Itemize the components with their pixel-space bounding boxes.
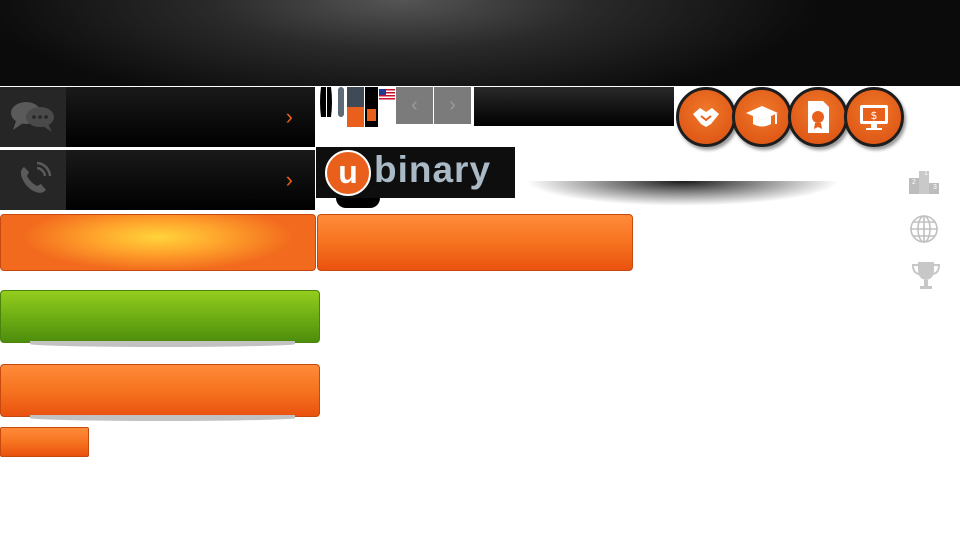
orange-button[interactable] bbox=[0, 364, 320, 417]
trophy-icon[interactable] bbox=[908, 260, 944, 292]
document-seal-icon[interactable] bbox=[788, 87, 848, 147]
logo-u-mark: u bbox=[325, 150, 371, 196]
podium-third-label: 3 bbox=[933, 184, 937, 191]
chevron-right-icon: › bbox=[449, 94, 456, 116]
call-us-tile[interactable]: › bbox=[0, 150, 315, 210]
monitor-dollar-icon[interactable]: $ bbox=[844, 87, 904, 147]
ubinary-logo[interactable]: u binary bbox=[316, 147, 515, 198]
chevron-left-icon: ‹ bbox=[411, 94, 418, 116]
chat-bubbles-icon bbox=[0, 87, 66, 147]
live-chat-tile[interactable]: › bbox=[0, 87, 315, 147]
podium-first-label: 1 bbox=[924, 170, 928, 177]
user-avatar-small-icon bbox=[365, 87, 378, 127]
phone-icon bbox=[0, 150, 66, 210]
glow-orange-button[interactable] bbox=[0, 214, 316, 271]
chevron-right-icon: › bbox=[285, 104, 293, 129]
globe-icon[interactable] bbox=[906, 213, 942, 245]
top-header-bar bbox=[0, 0, 960, 86]
handshake-icon[interactable] bbox=[676, 87, 736, 147]
podium-icon[interactable]: 1 2 3 bbox=[906, 166, 942, 198]
carousel-prev-button[interactable]: ‹ bbox=[396, 87, 433, 124]
carousel-next-button[interactable]: › bbox=[434, 87, 471, 124]
dark-pill-icon bbox=[318, 87, 334, 117]
us-flag-icon[interactable] bbox=[379, 87, 395, 100]
small-orange-button[interactable] bbox=[0, 427, 89, 457]
green-button[interactable] bbox=[0, 290, 320, 343]
chevron-right-icon: › bbox=[285, 167, 293, 192]
orange-button-shadow bbox=[30, 415, 295, 421]
dark-gradient-bar bbox=[474, 87, 674, 126]
curved-shadow-decoration bbox=[525, 181, 840, 206]
logo-shadow-decoration bbox=[336, 198, 380, 208]
orange-wide-button[interactable] bbox=[317, 214, 633, 271]
grey-pill-icon bbox=[336, 87, 346, 117]
user-avatars-icon bbox=[347, 87, 364, 127]
podium-second-label: 2 bbox=[912, 179, 916, 186]
logo-wordmark: binary bbox=[374, 149, 492, 190]
green-button-shadow bbox=[30, 341, 295, 347]
svg-text:$: $ bbox=[871, 109, 878, 122]
graduation-cap-icon[interactable] bbox=[732, 87, 792, 147]
